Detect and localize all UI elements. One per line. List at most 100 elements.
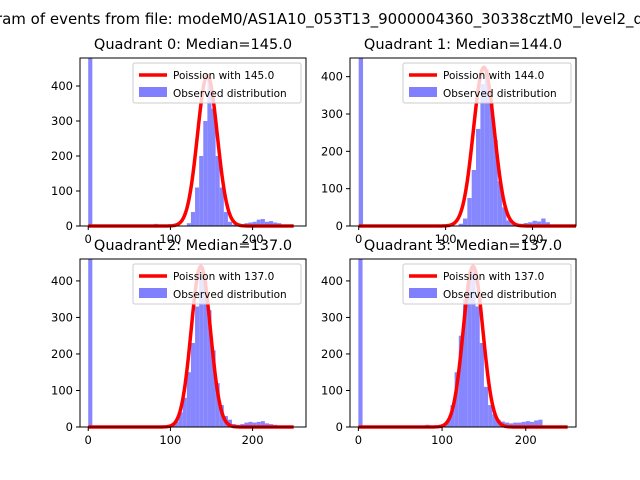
histogram-bar bbox=[215, 383, 220, 427]
x-tick-label: 100 bbox=[159, 433, 181, 447]
histogram-bar bbox=[227, 221, 233, 226]
histogram-bar bbox=[489, 102, 494, 226]
histogram-bar bbox=[269, 221, 274, 226]
legend: Poission with 137.0 Observed distribution bbox=[132, 263, 302, 305]
histogram-bar bbox=[534, 420, 539, 427]
histogram-bar bbox=[545, 222, 550, 226]
histogram-bar bbox=[211, 350, 216, 427]
panels: 0 100 200 0 100 200 300 400 Quadrant 0: Median=1… bbox=[51, 37, 577, 447]
chart-panel-2: 0 100 200 0 100 200 300 400 Quadrant 2: Median=1… bbox=[51, 238, 307, 447]
y-tick-label: 200 bbox=[321, 144, 343, 158]
histogram-bar bbox=[195, 306, 200, 427]
legend-label-observed: Observed distribution bbox=[173, 289, 287, 301]
histogram-bar bbox=[174, 421, 179, 427]
histogram-bar bbox=[190, 212, 196, 226]
y-tick-label: 0 bbox=[66, 420, 73, 434]
histogram-bar bbox=[458, 223, 463, 226]
x-tick-label: 200 bbox=[242, 433, 264, 447]
histogram-bar bbox=[454, 372, 459, 427]
histogram-bar bbox=[256, 219, 261, 226]
legend-box bbox=[402, 62, 572, 104]
histogram-bar bbox=[182, 397, 187, 427]
x-tick-label: 200 bbox=[515, 433, 537, 447]
histogram-bar bbox=[223, 212, 228, 226]
legend-bar-swatch bbox=[139, 87, 167, 97]
histogram-bar bbox=[178, 412, 183, 427]
histogram-bar bbox=[244, 422, 249, 427]
histogram-bar bbox=[450, 405, 455, 427]
histogram-bar bbox=[88, 259, 93, 427]
histogram-bar bbox=[497, 181, 503, 226]
x-tick-label: 100 bbox=[431, 433, 453, 447]
x-tick-label: 200 bbox=[522, 232, 544, 246]
histogram-bar bbox=[207, 79, 212, 226]
histogram-bar bbox=[190, 343, 196, 427]
histogram-bar bbox=[199, 273, 204, 427]
histogram-bar bbox=[513, 422, 518, 427]
y-tick-label: 400 bbox=[51, 79, 73, 93]
y-tick-label: 300 bbox=[321, 107, 343, 121]
axes-frame bbox=[79, 57, 307, 227]
histogram-bar bbox=[248, 421, 253, 427]
histogram-bar bbox=[492, 414, 497, 427]
histogram-bar bbox=[256, 421, 261, 427]
histogram-bar bbox=[203, 280, 208, 427]
x-tick-label: 0 bbox=[355, 232, 362, 246]
legend-label-poisson: Poission with 137.0 bbox=[443, 271, 544, 283]
histogram-bar bbox=[358, 259, 363, 427]
histogram-bar bbox=[260, 421, 265, 427]
y-tick-label: 0 bbox=[336, 219, 343, 233]
histogram-series bbox=[88, 259, 278, 427]
histogram-bar bbox=[479, 343, 484, 427]
x-tick-label: 100 bbox=[159, 232, 181, 246]
histogram-bar bbox=[232, 224, 237, 226]
y-tick-label: 400 bbox=[321, 70, 343, 84]
histogram-bar bbox=[506, 220, 511, 226]
legend-box bbox=[132, 263, 302, 305]
histogram-bar bbox=[502, 207, 507, 226]
legend-bar-swatch bbox=[409, 288, 437, 298]
histogram-bar bbox=[480, 84, 485, 226]
histogram-bar bbox=[227, 419, 233, 427]
legend-label-poisson: Poission with 145.0 bbox=[173, 70, 274, 82]
y-tick-label: 300 bbox=[51, 114, 73, 128]
histogram-bar bbox=[467, 277, 472, 427]
x-tick-label: 0 bbox=[85, 433, 92, 447]
histogram-bar bbox=[207, 310, 212, 427]
histogram-bar bbox=[88, 58, 93, 226]
chart-panel-1: 0 100 200 0 100 200 300 400 Quadrant 1: Median=1… bbox=[321, 37, 577, 246]
y-tick-label: 100 bbox=[321, 182, 343, 196]
histogram-bar bbox=[463, 218, 468, 226]
histogram-bar bbox=[203, 121, 208, 226]
histogram-bar bbox=[195, 187, 200, 226]
histogram-bar bbox=[467, 198, 472, 226]
histogram-bar bbox=[471, 266, 476, 427]
legend-label-observed: Observed distribution bbox=[443, 88, 557, 100]
histogram-bar bbox=[475, 306, 480, 427]
panel-title: Quadrant 1: Median=144.0 bbox=[364, 37, 562, 53]
x-tick-label: 0 bbox=[85, 232, 92, 246]
y-tick-label: 200 bbox=[51, 149, 73, 163]
histogram-bar bbox=[463, 299, 468, 427]
y-tick-label: 100 bbox=[51, 184, 73, 198]
histogram-bar bbox=[528, 222, 533, 226]
histogram-series bbox=[358, 259, 543, 427]
histogram-bar bbox=[252, 422, 257, 427]
histogram-bar bbox=[521, 421, 526, 427]
legend-bar-swatch bbox=[409, 87, 437, 97]
histogram-bar bbox=[215, 156, 220, 226]
histogram-bar bbox=[529, 421, 535, 427]
axes-frame bbox=[79, 258, 307, 428]
histogram-bar bbox=[264, 221, 270, 226]
histogram-bar bbox=[541, 218, 546, 226]
histogram-bar bbox=[458, 335, 463, 427]
panel-title: Quadrant 2: Median=137.0 bbox=[94, 238, 292, 254]
legend-box bbox=[132, 62, 302, 104]
histogram-bar bbox=[476, 128, 481, 226]
histogram-bar bbox=[358, 58, 364, 226]
histogram-bar bbox=[504, 422, 510, 427]
chart-panel-3: 0 100 200 0 100 200 300 400 Quadrant 3: Median=1… bbox=[321, 238, 577, 447]
x-tick-label: 0 bbox=[355, 433, 362, 447]
legend-label-poisson: Poission with 144.0 bbox=[443, 70, 544, 82]
